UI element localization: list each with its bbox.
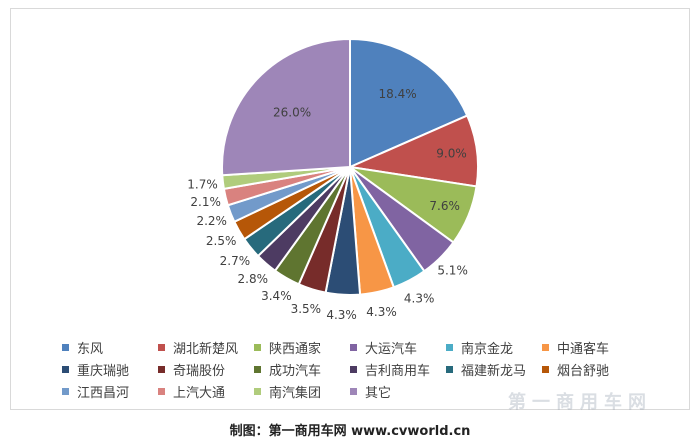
legend-item-16: 其它 bbox=[350, 382, 446, 401]
legend-item-9: 成功汽车 bbox=[254, 360, 350, 379]
slice-label-10: 2.8% bbox=[238, 272, 269, 286]
slice-label-13: 2.2% bbox=[196, 214, 227, 228]
legend-swatch bbox=[254, 365, 261, 373]
legend-item-3: 陕西通家 bbox=[254, 338, 350, 357]
slice-label-11: 2.7% bbox=[220, 254, 251, 268]
legend-swatch bbox=[158, 365, 165, 373]
legend-swatch bbox=[446, 365, 453, 373]
legend-swatch bbox=[350, 387, 357, 395]
legend-item-14: 上汽大通 bbox=[158, 382, 254, 401]
legend-swatch bbox=[62, 365, 69, 373]
slice-label-9: 3.4% bbox=[261, 289, 292, 303]
legend-item-13: 江西昌河 bbox=[62, 382, 158, 401]
legend-item-7: 重庆瑞驰 bbox=[62, 360, 158, 379]
legend-label: 吉利商用车 bbox=[365, 363, 431, 379]
legend-label: 成功汽车 bbox=[269, 363, 322, 379]
legend-item-11: 福建新龙马 bbox=[446, 360, 542, 379]
chart-caption: 制图：第一商用车网 www.cvworld.cn bbox=[229, 424, 471, 439]
legend-swatch bbox=[542, 343, 549, 351]
legend-label: 陕西通家 bbox=[269, 341, 322, 357]
legend-item-5: 南京金龙 bbox=[446, 338, 542, 357]
slice-label-12: 2.5% bbox=[206, 234, 237, 248]
legend-label: 福建新龙马 bbox=[461, 363, 527, 379]
legend-item-15: 南汽集团 bbox=[254, 382, 350, 401]
legend-label: 中通客车 bbox=[557, 341, 610, 357]
slice-label-7: 4.3% bbox=[326, 308, 357, 322]
slice-label-8: 3.5% bbox=[291, 302, 322, 316]
slice-label-2: 9.0% bbox=[436, 147, 467, 161]
legend-label: 烟台舒驰 bbox=[557, 363, 610, 379]
legend-label: 江西昌河 bbox=[77, 385, 130, 401]
legend-item-2: 湖北新楚风 bbox=[158, 338, 254, 357]
legend-swatch bbox=[446, 343, 453, 351]
legend-item-4: 大运汽车 bbox=[350, 338, 446, 357]
legend-swatch bbox=[158, 343, 165, 351]
legend-swatch bbox=[542, 365, 549, 373]
legend-label: 其它 bbox=[365, 385, 392, 401]
legend-swatch bbox=[254, 343, 261, 351]
legend-label: 大运汽车 bbox=[365, 341, 418, 357]
legend-item-6: 中通客车 bbox=[542, 338, 638, 357]
legend-item-10: 吉利商用车 bbox=[350, 360, 446, 379]
slice-label-6: 4.3% bbox=[366, 305, 397, 319]
legend-swatch bbox=[350, 343, 357, 351]
legend-label: 上汽大通 bbox=[173, 385, 226, 401]
slice-label-4: 5.1% bbox=[437, 264, 468, 278]
legend-swatch bbox=[62, 343, 69, 351]
legend-swatch bbox=[158, 387, 165, 395]
slice-label-3: 7.6% bbox=[429, 199, 460, 213]
legend-label: 南汽集团 bbox=[269, 385, 322, 401]
chart-legend: 东风 湖北新楚风 陕西通家 大运汽车 南京金龙 中通客车重庆瑞驰 奇瑞股份 成功汽车 吉利商用车… bbox=[62, 338, 662, 401]
pie-slice-16 bbox=[221, 37, 351, 177]
legend-label: 东风 bbox=[77, 341, 104, 357]
legend-swatch bbox=[350, 365, 357, 373]
legend-label: 重庆瑞驰 bbox=[77, 363, 130, 379]
slice-label-14: 2.1% bbox=[190, 195, 221, 209]
legend-label: 奇瑞股份 bbox=[173, 363, 226, 379]
slice-label-1: 18.4% bbox=[379, 87, 417, 101]
legend-label: 南京金龙 bbox=[461, 341, 514, 357]
slice-label-16: 26.0% bbox=[273, 106, 311, 120]
pie-slice-1 bbox=[349, 37, 469, 169]
legend-swatch bbox=[254, 387, 261, 395]
legend-swatch bbox=[62, 387, 69, 395]
legend-item-1: 东风 bbox=[62, 338, 158, 357]
slice-label-5: 4.3% bbox=[404, 291, 435, 305]
legend-item-12: 烟台舒驰 bbox=[542, 360, 638, 379]
legend-label: 湖北新楚风 bbox=[173, 341, 239, 357]
legend-item-8: 奇瑞股份 bbox=[158, 360, 254, 379]
slice-label-15: 1.7% bbox=[187, 177, 218, 191]
